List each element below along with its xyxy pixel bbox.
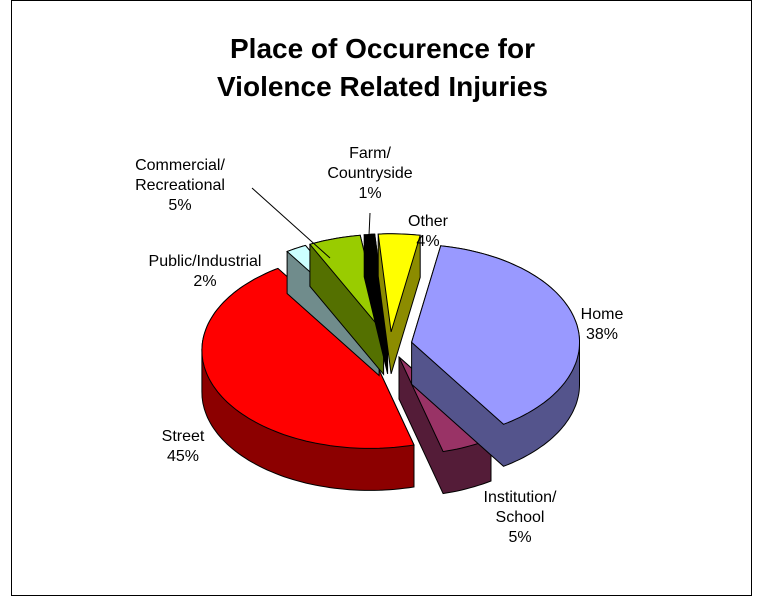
data-label: Public/Industrial 2% [149, 252, 262, 292]
category-label: Home [580, 306, 624, 323]
data-label: Street 45% [162, 427, 205, 467]
value-label: 45% [166, 448, 200, 465]
value-label: 5% [508, 529, 532, 546]
slice [411, 245, 580, 425]
category-label: Public/Industrial [148, 253, 262, 270]
category-label: Farm/ Countryside [327, 145, 413, 182]
value-label: 2% [193, 273, 217, 290]
data-label: Commercial/ Recreational 5% [135, 156, 225, 216]
value-label: 4% [416, 233, 440, 250]
slice [377, 233, 421, 332]
leader-line [251, 187, 331, 259]
data-label: Farm/ Countryside 1% [327, 144, 412, 204]
category-label: Commercial/ Recreational [135, 157, 225, 194]
data-label: Other 4% [408, 212, 448, 252]
data-label: Home 38% [581, 305, 624, 345]
category-label: Other [407, 213, 449, 230]
value-label: 1% [358, 185, 382, 202]
data-label: Institution/ School 5% [484, 488, 557, 548]
chart-title: Place of Occurence for Violence Related … [217, 33, 548, 102]
value-label: 5% [168, 197, 192, 214]
chart-border [11, 0, 752, 596]
category-label: Institution/ School [483, 489, 557, 526]
slice [201, 267, 415, 449]
category-label: Street [161, 428, 205, 445]
value-label: 38% [585, 326, 619, 343]
leader-line [367, 212, 371, 259]
